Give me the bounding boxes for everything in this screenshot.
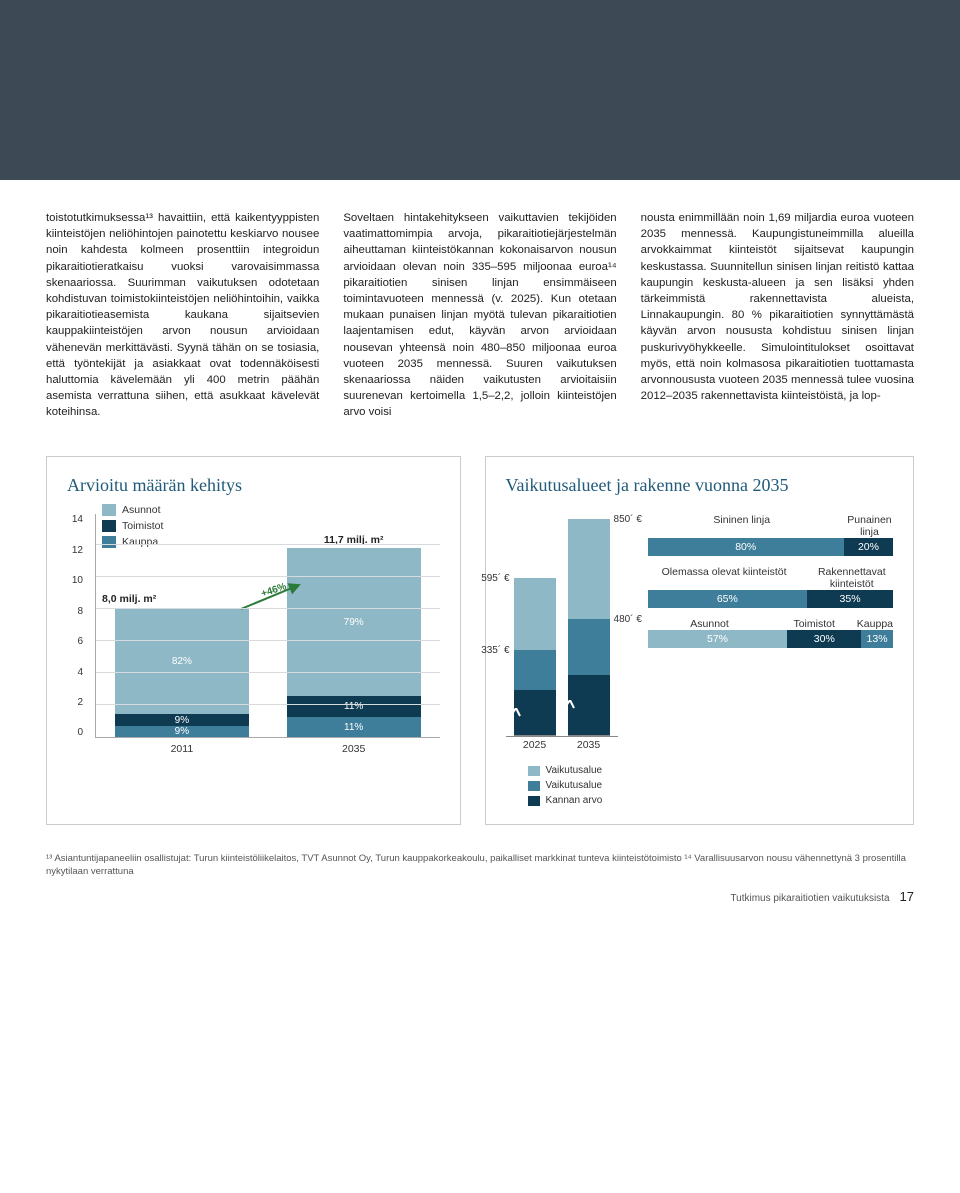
breakdown-header: Sininen linjaPunainen linja (648, 514, 893, 538)
bar-segment: 11% (287, 717, 421, 738)
legend-item: Kannan arvo (528, 795, 603, 806)
column-3: nousta enimmillään noin 1,69 miljardia e… (641, 210, 914, 420)
baseline (506, 736, 618, 737)
breakdown-bar: 57%30%13% (648, 630, 893, 648)
value-bar-segment: 480´ € (568, 619, 610, 675)
article-body: toistotutkimuksessa¹³ havaittiin, että k… (0, 180, 960, 839)
breakdown-part: 80% (648, 538, 844, 556)
axis-break-icon (562, 699, 574, 709)
top-band (0, 0, 960, 180)
value-bar-segment: 850´ € (568, 519, 610, 619)
page-footer: Tutkimus pikaraitiotien vaikutuksista 17 (0, 879, 960, 920)
bar-total-label: 8,0 milj. m² (102, 593, 156, 605)
breakdown-part: 35% (807, 590, 893, 608)
value-bar-year: 2035 (568, 739, 610, 751)
value-label: 335´ € (481, 645, 509, 656)
bar-segment: 82% (115, 609, 249, 714)
panel-left: Arvioitu määrän kehitys 14121086420 Asun… (46, 456, 461, 825)
column-1: toistotutkimuksessa¹³ havaittiin, että k… (46, 210, 319, 420)
footer-page-number: 17 (900, 889, 914, 904)
value-bar-year: 2025 (514, 739, 556, 751)
text-columns: toistotutkimuksessa¹³ havaittiin, että k… (46, 210, 914, 420)
x-label: 2035 (342, 743, 365, 755)
legend-item: Vaikutusalue (528, 765, 603, 776)
panels-row: Arvioitu määrän kehitys 14121086420 Asun… (46, 456, 914, 825)
breakdown-row: AsunnotToimistotKauppa57%30%13% (648, 618, 893, 648)
value-label: 480´ € (614, 614, 642, 625)
value-label: 850´ € (614, 514, 642, 525)
bar-segment: 9% (115, 726, 249, 738)
breakdown-header: AsunnotToimistotKauppa (648, 618, 893, 630)
value-bar-2035: 480´ €850´ €2035 (568, 519, 610, 736)
bar-segment: 9% (115, 714, 249, 726)
value-bar-segment: 335´ € (514, 650, 556, 690)
breakdown-rows: Sininen linjaPunainen linja80%20% Olemass… (648, 514, 893, 804)
value-label: 595´ € (481, 573, 509, 584)
breakdown-part: 65% (648, 590, 808, 608)
breakdown-bar: 65%35% (648, 590, 893, 608)
value-bar-2025: 335´ €595´ €2025 (514, 578, 556, 736)
breakdown-header: Olemassa olevat kiinteistötRakennettavat… (648, 566, 893, 590)
breakdown-part: 30% (787, 630, 861, 648)
breakdown-part: 57% (648, 630, 788, 648)
panel-left-title: Arvioitu määrän kehitys (67, 475, 440, 496)
breakdown-bar: 80%20% (648, 538, 893, 556)
value-bars: 335´ €595´ €2025480´ €850´ €2035Vaikutus… (506, 514, 626, 740)
chart-grid: AsunnotToimistotKauppa 9%9%82%20118,0 mi… (95, 514, 440, 738)
legend-item: Vaikutusalue (528, 780, 603, 791)
axis-break-icon (508, 707, 520, 717)
breakdown-row: Sininen linjaPunainen linja80%20% (648, 514, 893, 556)
left-chart: 14121086420 AsunnotToimistotKauppa 9%9%8… (67, 514, 440, 738)
breakdown-part: 13% (861, 630, 893, 648)
panel-right-title: Vaikutusalueet ja rakenne vuonna 2035 (506, 475, 893, 496)
panel-right: Vaikutusalueet ja rakenne vuonna 2035 33… (485, 456, 914, 825)
y-axis: 14121086420 (67, 514, 83, 738)
value-bar-segment: 595´ € (514, 578, 556, 650)
breakdown-part: 20% (844, 538, 893, 556)
breakdown-row: Olemassa olevat kiinteistötRakennettavat… (648, 566, 893, 608)
bar-segment: 11% (287, 696, 421, 717)
x-label: 2011 (171, 743, 194, 755)
footnotes: ¹³ Asiantuntijapaneeliin osallistujat: T… (0, 853, 960, 879)
footer-section: Tutkimus pikaraitiotien vaikutuksista (730, 893, 889, 904)
value-bars-legend: Vaikutusalue Vaikutusalue Kannan arvo (528, 761, 603, 806)
bar-segment: 79% (287, 548, 421, 696)
right-chart: 335´ €595´ €2025480´ €850´ €2035Vaikutus… (506, 514, 893, 804)
column-2: Soveltaen hintakehitykseen vaikuttavien … (343, 210, 616, 420)
